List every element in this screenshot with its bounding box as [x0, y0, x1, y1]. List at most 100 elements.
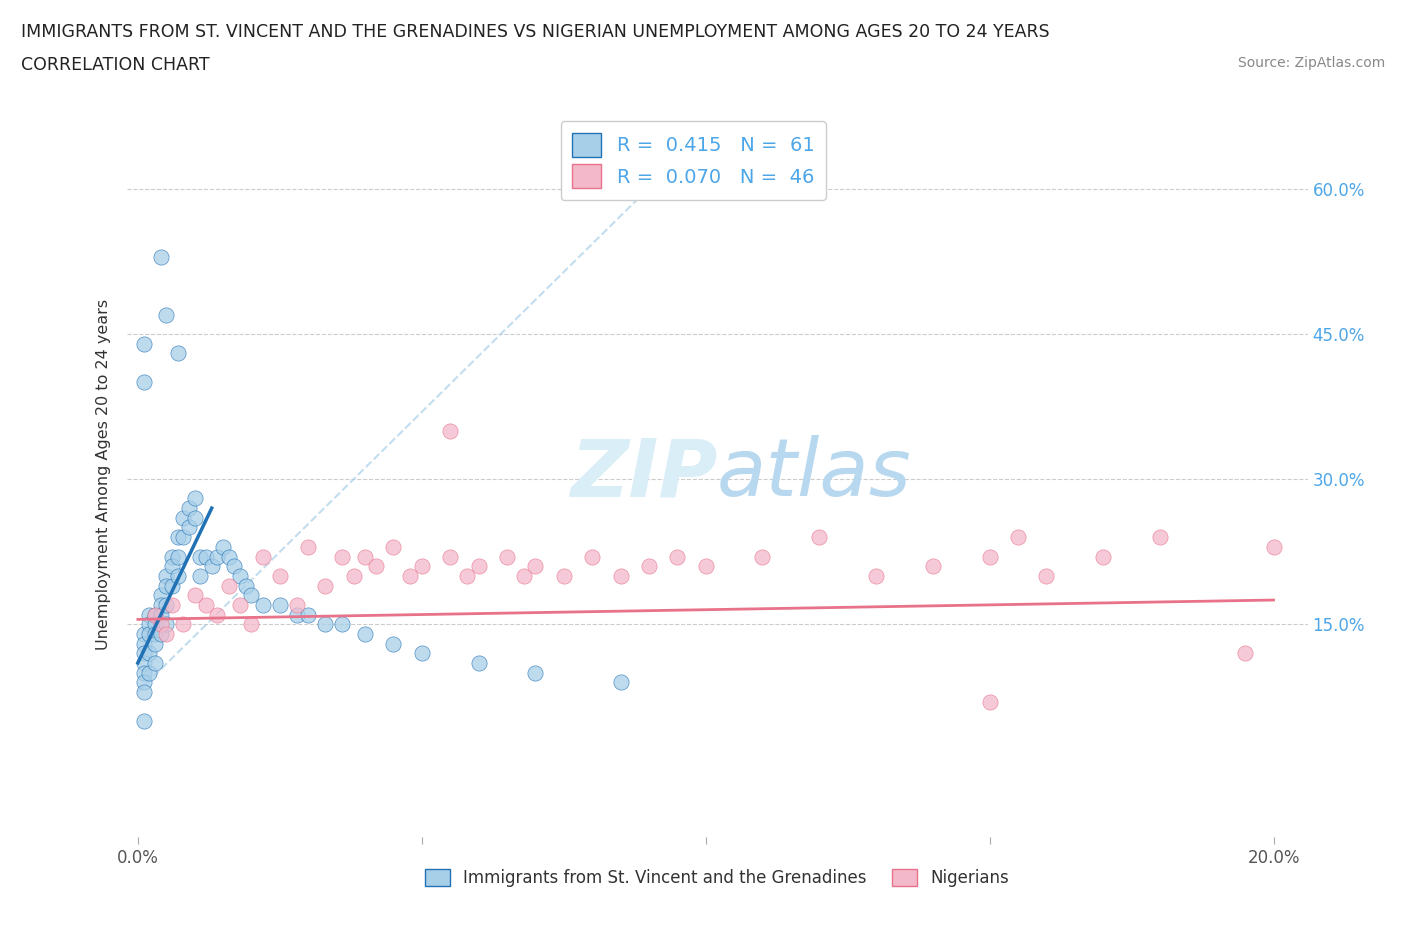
Point: [143, 627, 166, 642]
Text: atlas: atlas: [717, 435, 912, 513]
Point: [553, 568, 575, 583]
Point: [411, 559, 433, 574]
Point: [155, 307, 177, 322]
Point: [177, 520, 200, 535]
Point: [314, 578, 336, 593]
Text: IMMIGRANTS FROM ST. VINCENT AND THE GRENADINES VS NIGERIAN UNEMPLOYMENT AMONG AG: IMMIGRANTS FROM ST. VINCENT AND THE GREN…: [21, 23, 1050, 41]
Point: [166, 346, 188, 361]
Point: [172, 511, 194, 525]
Point: [695, 559, 717, 574]
Point: [155, 568, 177, 583]
Point: [467, 656, 489, 671]
Point: [314, 617, 336, 631]
Legend: Immigrants from St. Vincent and the Grenadines, Nigerians: Immigrants from St. Vincent and the Gren…: [419, 862, 1015, 894]
Point: [160, 549, 183, 564]
Point: [138, 607, 160, 622]
Point: [865, 568, 887, 583]
Point: [979, 694, 1001, 709]
Point: [808, 530, 831, 545]
Point: [224, 559, 246, 574]
Point: [149, 588, 172, 603]
Point: [240, 617, 263, 631]
Point: [132, 656, 155, 671]
Point: [132, 665, 155, 680]
Point: [343, 568, 366, 583]
Y-axis label: Unemployment Among Ages 20 to 24 years: Unemployment Among Ages 20 to 24 years: [96, 299, 111, 650]
Point: [609, 675, 631, 690]
Text: CORRELATION CHART: CORRELATION CHART: [21, 56, 209, 73]
Point: [160, 559, 183, 574]
Point: [155, 597, 177, 612]
Point: [1234, 645, 1257, 660]
Point: [330, 617, 353, 631]
Point: [155, 578, 177, 593]
Point: [297, 539, 319, 554]
Point: [240, 588, 263, 603]
Point: [382, 636, 405, 651]
Point: [143, 617, 166, 631]
Point: [1263, 539, 1285, 554]
Text: ZIP: ZIP: [569, 435, 717, 513]
Point: [207, 607, 229, 622]
Point: [330, 549, 353, 564]
Point: [132, 713, 155, 728]
Point: [183, 588, 205, 603]
Point: [138, 645, 160, 660]
Point: [1149, 530, 1171, 545]
Point: [366, 559, 388, 574]
Point: [195, 597, 218, 612]
Point: [132, 645, 155, 660]
Point: [496, 549, 519, 564]
Point: [183, 491, 205, 506]
Point: [188, 549, 212, 564]
Point: [172, 617, 194, 631]
Point: [143, 607, 166, 622]
Point: [155, 627, 177, 642]
Point: [229, 597, 252, 612]
Point: [751, 549, 773, 564]
Point: [269, 568, 291, 583]
Point: [1007, 530, 1029, 545]
Point: [138, 617, 160, 631]
Point: [166, 568, 188, 583]
Point: [456, 568, 478, 583]
Point: [524, 559, 547, 574]
Point: [149, 607, 172, 622]
Point: [149, 597, 172, 612]
Point: [439, 549, 461, 564]
Point: [218, 549, 240, 564]
Point: [218, 578, 240, 593]
Point: [201, 559, 224, 574]
Point: [207, 549, 229, 564]
Point: [297, 607, 319, 622]
Point: [132, 675, 155, 690]
Point: [354, 549, 377, 564]
Point: [252, 549, 274, 564]
Point: [666, 549, 689, 564]
Point: [921, 559, 943, 574]
Point: [132, 636, 155, 651]
Point: [166, 549, 188, 564]
Point: [188, 568, 212, 583]
Point: [166, 530, 188, 545]
Point: [252, 597, 274, 612]
Point: [229, 568, 252, 583]
Point: [138, 665, 160, 680]
Point: [411, 645, 433, 660]
Point: [132, 684, 155, 699]
Point: [155, 617, 177, 631]
Point: [138, 627, 160, 642]
Point: [439, 423, 461, 438]
Point: [979, 549, 1001, 564]
Point: [354, 627, 377, 642]
Point: [132, 337, 155, 352]
Point: [195, 549, 218, 564]
Point: [177, 500, 200, 515]
Point: [638, 559, 661, 574]
Point: [285, 597, 308, 612]
Text: Source: ZipAtlas.com: Source: ZipAtlas.com: [1237, 56, 1385, 70]
Point: [183, 511, 205, 525]
Point: [143, 607, 166, 622]
Point: [149, 249, 172, 264]
Point: [132, 375, 155, 390]
